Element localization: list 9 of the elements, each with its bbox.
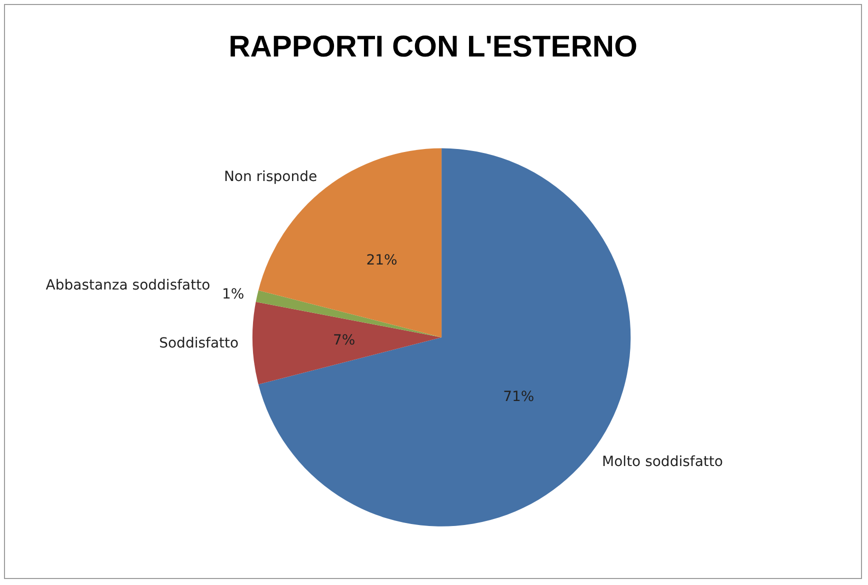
data-label: 21% xyxy=(366,252,398,268)
slice-label: Abbastanza soddisfatto xyxy=(46,278,210,294)
data-label: 1% xyxy=(222,286,244,302)
data-label: 7% xyxy=(332,332,356,348)
slice-label: Molto soddisfatto xyxy=(602,454,723,470)
data-label: 71% xyxy=(503,389,534,406)
slice-label: Soddisfatto xyxy=(159,336,239,352)
chart-title: RAPPORTI CON L'ESTERNO xyxy=(228,30,638,64)
slice-label: Non risponde xyxy=(224,168,318,185)
